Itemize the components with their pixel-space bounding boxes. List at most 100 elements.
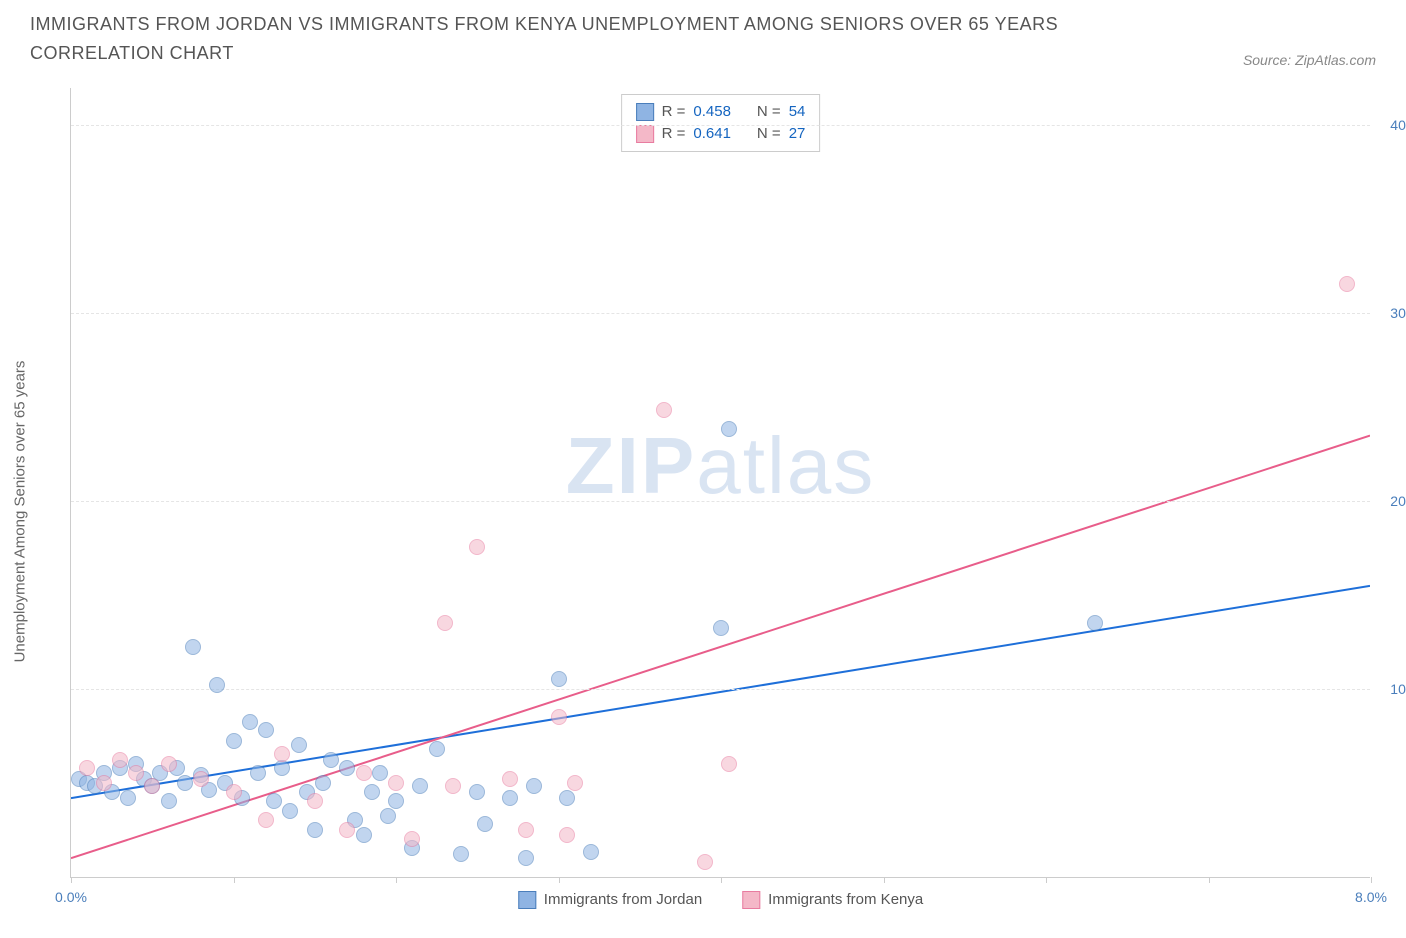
- scatter-point: [721, 756, 737, 772]
- scatter-point: [697, 854, 713, 870]
- plot-area: ZIPatlas R =0.458N =54R =0.641N =27 Immi…: [70, 88, 1370, 878]
- watermark-bold: ZIP: [566, 421, 696, 510]
- stats-legend-box: R = 0.458 N = 54 R = 0.641 N = 27: [621, 94, 821, 152]
- scatter-point: [128, 765, 144, 781]
- scatter-point: [388, 775, 404, 791]
- x-tick: [1371, 877, 1372, 883]
- scatter-point: [713, 620, 729, 636]
- scatter-point: [161, 756, 177, 772]
- scatter-point: [518, 822, 534, 838]
- scatter-point: [112, 752, 128, 768]
- scatter-point: [1339, 276, 1355, 292]
- scatter-point: [567, 775, 583, 791]
- scatter-point: [477, 816, 493, 832]
- scatter-point: [469, 784, 485, 800]
- x-tick: [396, 877, 397, 883]
- scatter-point: [274, 746, 290, 762]
- x-tick-label: 0.0%: [55, 889, 87, 905]
- y-axis-label: Unemployment Among Seniors over 65 years: [12, 360, 29, 662]
- scatter-point: [583, 844, 599, 860]
- stat-n-prefix: N =: [757, 125, 781, 142]
- scatter-point: [315, 775, 331, 791]
- x-tick: [559, 877, 560, 883]
- scatter-point: [388, 793, 404, 809]
- y-tick-label: 30.0%: [1390, 305, 1406, 321]
- scatter-point: [250, 765, 266, 781]
- scatter-point: [364, 784, 380, 800]
- scatter-point: [177, 775, 193, 791]
- legend-label: Immigrants from Kenya: [768, 891, 923, 908]
- scatter-point: [404, 831, 420, 847]
- trend-line: [71, 435, 1370, 858]
- grid-line: [71, 501, 1370, 502]
- scatter-point: [469, 539, 485, 555]
- scatter-point: [185, 639, 201, 655]
- scatter-point: [437, 615, 453, 631]
- stat-n-prefix: N =: [757, 103, 781, 120]
- legend-item: Immigrants from Jordan: [518, 891, 702, 909]
- chart-container: Unemployment Among Seniors over 65 years…: [10, 78, 1396, 928]
- scatter-point: [412, 778, 428, 794]
- stat-r-prefix: R =: [662, 125, 686, 142]
- stats-row: R = 0.458 N = 54: [636, 101, 806, 123]
- scatter-point: [144, 778, 160, 794]
- legend-swatch: [636, 103, 654, 121]
- scatter-point: [282, 803, 298, 819]
- scatter-point: [551, 671, 567, 687]
- x-tick: [721, 877, 722, 883]
- x-tick: [71, 877, 72, 883]
- scatter-point: [258, 722, 274, 738]
- scatter-point: [445, 778, 461, 794]
- scatter-point: [559, 790, 575, 806]
- scatter-point: [242, 714, 258, 730]
- scatter-point: [380, 808, 396, 824]
- y-tick-label: 20.0%: [1390, 493, 1406, 509]
- stat-r-value: 0.458: [693, 103, 731, 120]
- x-tick: [234, 877, 235, 883]
- grid-line: [71, 125, 1370, 126]
- scatter-point: [656, 402, 672, 418]
- grid-line: [71, 313, 1370, 314]
- trend-lines: [71, 88, 1370, 877]
- y-tick-label: 40.0%: [1390, 117, 1406, 133]
- scatter-point: [79, 760, 95, 776]
- scatter-point: [1087, 615, 1103, 631]
- scatter-point: [502, 771, 518, 787]
- scatter-point: [323, 752, 339, 768]
- scatter-point: [120, 790, 136, 806]
- x-tick: [1209, 877, 1210, 883]
- scatter-point: [266, 793, 282, 809]
- scatter-point: [372, 765, 388, 781]
- watermark: ZIPatlas: [566, 420, 875, 512]
- stat-n-value: 27: [789, 125, 806, 142]
- stat-r-value: 0.641: [693, 125, 731, 142]
- legend-swatch: [518, 891, 536, 909]
- scatter-point: [551, 709, 567, 725]
- scatter-point: [356, 827, 372, 843]
- scatter-point: [226, 733, 242, 749]
- legend-swatch: [742, 891, 760, 909]
- scatter-point: [453, 846, 469, 862]
- legend-label: Immigrants from Jordan: [544, 891, 702, 908]
- grid-line: [71, 689, 1370, 690]
- scatter-point: [339, 822, 355, 838]
- x-tick: [1046, 877, 1047, 883]
- scatter-point: [258, 812, 274, 828]
- stat-r-prefix: R =: [662, 103, 686, 120]
- chart-title: IMMIGRANTS FROM JORDAN VS IMMIGRANTS FRO…: [30, 10, 1130, 68]
- scatter-point: [356, 765, 372, 781]
- x-tick: [884, 877, 885, 883]
- scatter-point: [307, 793, 323, 809]
- scatter-point: [161, 793, 177, 809]
- scatter-point: [193, 771, 209, 787]
- scatter-point: [96, 775, 112, 791]
- scatter-point: [502, 790, 518, 806]
- scatter-point: [721, 421, 737, 437]
- scatter-point: [209, 677, 225, 693]
- scatter-point: [307, 822, 323, 838]
- legend-swatch: [636, 125, 654, 143]
- stat-n-value: 54: [789, 103, 806, 120]
- y-tick-label: 10.0%: [1390, 681, 1406, 697]
- scatter-point: [526, 778, 542, 794]
- bottom-legend: Immigrants from Jordan Immigrants from Ke…: [518, 891, 923, 909]
